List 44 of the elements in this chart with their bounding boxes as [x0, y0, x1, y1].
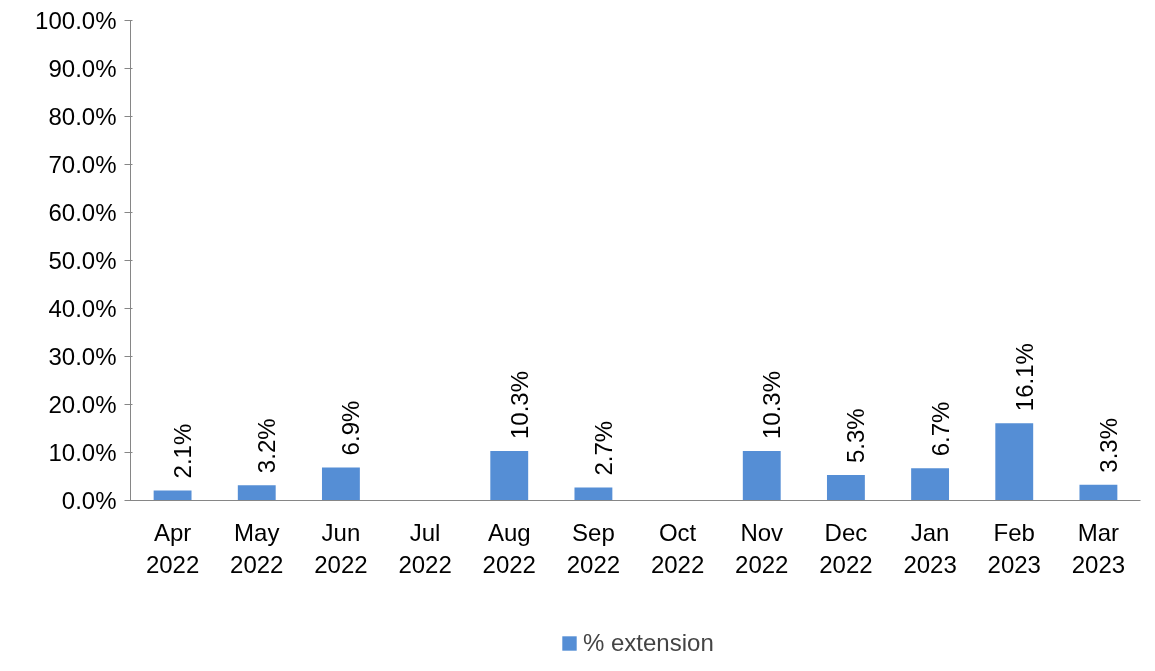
bar [153, 490, 192, 501]
y-tick-label: 40.0% [48, 295, 117, 322]
x-tick-label: Aug 2022 [482, 518, 536, 578]
bar [742, 451, 781, 501]
x-tick-label: Sep 2022 [566, 518, 621, 578]
bar [995, 423, 1034, 501]
data-label: 3.3% [1094, 417, 1122, 473]
data-label: 16.1% [1010, 343, 1038, 412]
bar [911, 468, 950, 501]
y-tick-label: 100.0% [35, 7, 117, 34]
x-tick-label: Feb 2023 [987, 518, 1041, 578]
x-tick-label: Jun 2022 [314, 518, 368, 578]
data-label: 2.7% [589, 420, 617, 476]
data-label: 2.1% [169, 423, 197, 479]
data-label: 10.3% [505, 371, 533, 440]
bar [490, 451, 529, 501]
x-tick-label: Mar 2023 [1071, 518, 1126, 578]
y-tick-label: 80.0% [48, 103, 117, 130]
x-tick-label: Oct 2022 [650, 518, 705, 578]
data-label: 3.2% [253, 418, 281, 474]
x-tick-label: Dec 2022 [819, 518, 873, 578]
y-tick-label: 10.0% [48, 439, 117, 466]
y-tick-label: 70.0% [48, 151, 117, 178]
y-tick-label: 30.0% [48, 343, 117, 370]
data-label: 5.3% [842, 408, 870, 464]
y-tick-label: 90.0% [48, 55, 117, 82]
bar [826, 475, 865, 501]
data-label: 10.3% [758, 371, 786, 440]
bar [237, 485, 276, 501]
x-tick-label: Jul 2022 [398, 518, 452, 578]
x-tick-label: Apr 2022 [145, 518, 200, 578]
x-tick-label: May 2022 [230, 518, 284, 578]
x-tick-label: Nov 2022 [735, 518, 789, 578]
bar [321, 467, 360, 501]
y-tick-label: 0.0% [61, 487, 117, 514]
legend-label: % extension [583, 629, 714, 657]
data-label: 6.7% [926, 401, 954, 457]
data-label: 6.9% [337, 400, 365, 456]
y-tick-label: 20.0% [48, 391, 117, 418]
x-tick-label: Jan 2023 [903, 518, 957, 578]
bar [1079, 484, 1118, 501]
y-tick-label: 50.0% [48, 247, 117, 274]
bar [574, 487, 613, 501]
y-tick-label: 60.0% [48, 199, 117, 226]
